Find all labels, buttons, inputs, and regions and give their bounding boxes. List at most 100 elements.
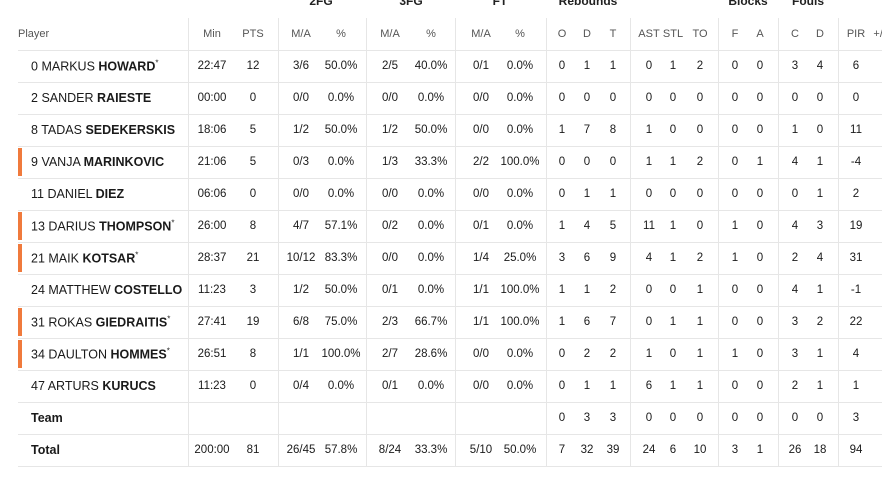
row-rule bbox=[18, 306, 882, 307]
player-name: 0 MARKUS HOWARD* bbox=[31, 58, 158, 73]
header-cell: D bbox=[583, 28, 591, 40]
stat-cell: 10/12 bbox=[286, 252, 316, 264]
stat-cell: 1/2 bbox=[293, 284, 309, 296]
stat-cell: 0 bbox=[731, 60, 739, 72]
stat-cell: 1 bbox=[791, 124, 799, 136]
stat-cell: 2 bbox=[696, 60, 704, 72]
stat-cell: 0 bbox=[645, 316, 653, 328]
first-name: SANDER bbox=[41, 91, 94, 105]
stat-cell: 0 bbox=[816, 124, 824, 136]
group-header: 2FG bbox=[309, 0, 333, 8]
stat-cell: 0.0% bbox=[327, 380, 355, 392]
header-cell: D bbox=[816, 28, 824, 40]
row-marker bbox=[18, 308, 22, 336]
stat-cell: 0 bbox=[756, 92, 764, 104]
stat-cell: 2 bbox=[609, 284, 617, 296]
stat-cell: 8 bbox=[249, 220, 257, 232]
stat-cell: 3 bbox=[791, 348, 799, 360]
player-number: 13 bbox=[31, 219, 45, 234]
stat-cell: 0 bbox=[756, 380, 764, 392]
stat-cell: 19 bbox=[849, 220, 863, 232]
stat-cell: 0 bbox=[756, 124, 764, 136]
stat-cell: 2/3 bbox=[382, 316, 398, 328]
stat-cell: 1 bbox=[583, 188, 591, 200]
header-cell: T bbox=[609, 28, 617, 40]
stat-cell: 0 bbox=[645, 284, 653, 296]
stat-cell: 1 bbox=[756, 156, 764, 168]
stat-cell: 40.0% bbox=[414, 60, 448, 72]
stat-cell: 0 bbox=[756, 284, 764, 296]
stat-cell: 0/0 bbox=[293, 188, 309, 200]
stat-cell: 100.0% bbox=[321, 348, 361, 360]
row-rule bbox=[18, 114, 882, 115]
stat-cell: 4 bbox=[852, 348, 860, 360]
stat-cell: 0 bbox=[756, 220, 764, 232]
stat-cell: -4 bbox=[850, 156, 862, 168]
starter-mark: * bbox=[167, 314, 171, 324]
stat-cell: 12 bbox=[246, 60, 260, 72]
group-header: Rebounds bbox=[558, 0, 618, 8]
stat-cell: 0 bbox=[558, 188, 566, 200]
stat-cell: 0/1 bbox=[473, 60, 489, 72]
stat-cell: 0.0% bbox=[327, 156, 355, 168]
stat-cell: 26 bbox=[788, 444, 802, 456]
stat-cell: 3 bbox=[558, 252, 566, 264]
stat-cell: 0/2 bbox=[382, 220, 398, 232]
stat-cell: 8 bbox=[609, 124, 617, 136]
stat-cell: 21:06 bbox=[197, 156, 227, 168]
last-name: HOMMES bbox=[110, 347, 167, 362]
stat-cell: 0 bbox=[731, 156, 739, 168]
stat-cell: 2/5 bbox=[382, 60, 398, 72]
stat-cell: 0/0 bbox=[382, 92, 398, 104]
stat-cell: 50.0% bbox=[324, 284, 358, 296]
stat-cell: 0 bbox=[816, 412, 824, 424]
stat-cell: 0 bbox=[669, 124, 677, 136]
stat-cell: 0.0% bbox=[506, 188, 534, 200]
stat-cell: 50.0% bbox=[324, 60, 358, 72]
stat-cell: 0 bbox=[756, 412, 764, 424]
header-cell: M/A bbox=[380, 28, 400, 40]
stat-cell: 0 bbox=[609, 92, 617, 104]
stat-cell: 1 bbox=[756, 444, 764, 456]
stat-cell: 0.0% bbox=[506, 92, 534, 104]
starter-mark: * bbox=[171, 218, 175, 228]
header-rule bbox=[18, 50, 882, 51]
stat-cell: 0/4 bbox=[293, 380, 309, 392]
first-name: ROKAS bbox=[48, 315, 93, 330]
row-rule bbox=[18, 82, 882, 83]
stat-cell: 21 bbox=[246, 252, 260, 264]
stat-cell: 11 bbox=[850, 124, 862, 136]
stat-cell: 0.0% bbox=[417, 284, 445, 296]
stat-cell: 1 bbox=[669, 156, 677, 168]
player-name: 24 MATTHEW COSTELLO bbox=[31, 283, 182, 297]
stat-cell: 2/2 bbox=[473, 156, 489, 168]
stat-cell: 33.3% bbox=[414, 156, 448, 168]
stat-cell: 39 bbox=[606, 444, 620, 456]
stat-cell: 0.0% bbox=[506, 348, 534, 360]
player-number: 31 bbox=[31, 315, 45, 330]
stat-cell: 1 bbox=[609, 60, 617, 72]
stat-cell: 1 bbox=[609, 188, 617, 200]
stat-cell: 2 bbox=[852, 188, 860, 200]
stat-cell: 0 bbox=[558, 348, 566, 360]
player-name: 8 TADAS SEDEKERSKIS bbox=[31, 123, 175, 137]
stat-cell: 0 bbox=[669, 284, 677, 296]
stat-cell: 0/0 bbox=[473, 188, 489, 200]
stat-cell: 1 bbox=[816, 380, 824, 392]
stat-cell: 0 bbox=[583, 92, 591, 104]
stat-cell: 0 bbox=[669, 412, 677, 424]
row-rule bbox=[18, 370, 882, 371]
header-cell: STL bbox=[662, 28, 684, 40]
row-rule bbox=[18, 146, 882, 147]
stat-cell: 0 bbox=[669, 188, 677, 200]
stat-cell: 2 bbox=[696, 156, 704, 168]
stat-cell: 0 bbox=[756, 60, 764, 72]
stat-cell: 1 bbox=[669, 220, 677, 232]
stat-cell: 0.0% bbox=[506, 380, 534, 392]
stat-cell: 100.0% bbox=[500, 284, 540, 296]
row-marker bbox=[18, 212, 22, 240]
stat-cell: 10 bbox=[693, 444, 707, 456]
last-name: KOTSAR bbox=[82, 251, 136, 266]
stat-cell: 57.1% bbox=[324, 220, 358, 232]
